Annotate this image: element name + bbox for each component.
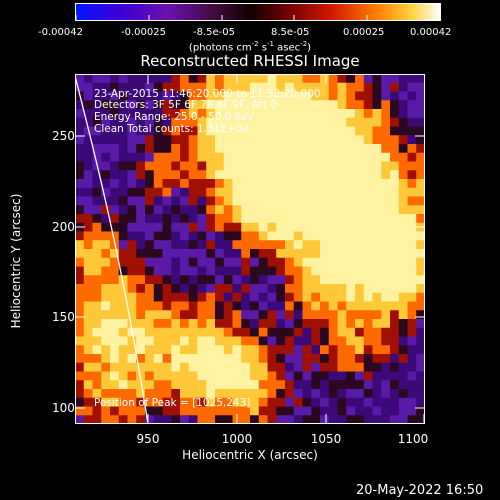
solar-limb-line — [75, 75, 149, 424]
plot-title: Reconstructed RHESSI Image — [140, 52, 360, 70]
x-tick-label: 950 — [136, 432, 160, 446]
info-detectors: Detectors: 3F 5F 6F 7F 8F 9F, Att 0 — [94, 99, 278, 111]
info-clean-counts: Clean Total counts: 1.31E+04 — [94, 123, 250, 135]
x-tick-label: 1050 — [310, 432, 342, 446]
y-tick-label: 200 — [52, 220, 75, 234]
colorbar-units: (photons cm-2 s-1 asec-2) — [188, 40, 312, 54]
footer-timestamp: 20-May-2022 16:50 — [356, 483, 484, 498]
colorbar-tick-label: 0.00025 — [343, 27, 385, 38]
y-tick-label: 150 — [52, 310, 75, 324]
peak-position-label: Position of Peak = [1025,243] — [94, 397, 251, 409]
axis-ticks — [75, 74, 425, 424]
x-axis-label: Heliocentric X (arcsec) — [182, 448, 318, 462]
colorbar-tick-label: -0.00042 — [38, 27, 83, 38]
colorbar — [75, 3, 441, 21]
y-tick-label: 100 — [52, 401, 75, 415]
rhessi-image — [75, 74, 425, 424]
info-energy-range: Energy Range: 25.0 - 50.0 keV — [94, 111, 255, 123]
y-tick-label: 250 — [52, 129, 75, 143]
colorbar-tick-label: 0.00042 — [410, 27, 452, 38]
x-tick-label: 1000 — [221, 432, 253, 446]
colorbar-tick-label: 8.5e-05 — [271, 27, 310, 38]
colorbar-tick-label: -0.00025 — [121, 27, 166, 38]
x-tick-label: 1100 — [397, 432, 429, 446]
y-axis-label: Heliocentric Y (arcsec) — [9, 193, 23, 329]
info-time-range: 23-Apr-2015 11:46:20.000 to 11:52:20.000 — [94, 88, 321, 100]
colorbar-tick-label: -8.5e-05 — [193, 27, 235, 38]
